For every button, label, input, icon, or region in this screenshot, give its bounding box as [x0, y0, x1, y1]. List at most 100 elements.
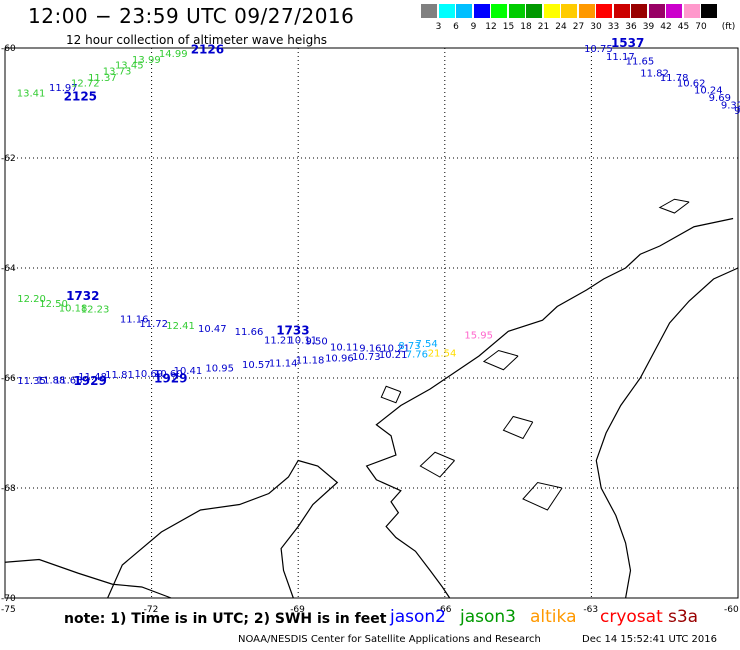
colorbar-swatch: [683, 4, 701, 18]
wave-height-value: 10.24: [694, 86, 723, 97]
wave-height-value: 10.75: [584, 44, 613, 55]
lon-tick-label: -66: [437, 605, 452, 615]
colorbar-tick-label: 3: [435, 22, 442, 32]
colorbar-swatch: [613, 4, 631, 18]
wave-height-value: 11.81: [105, 370, 134, 381]
wave-height-value: 12.41: [166, 321, 195, 332]
lat-tick-label: -68: [1, 484, 16, 494]
colorbar-tick-label: 70: [695, 22, 707, 32]
coastline-peninsula: [365, 217, 734, 599]
wave-height-value: 11.82: [640, 69, 669, 80]
wave-height-value: 10.21: [379, 350, 408, 361]
wave-height-value: 7.54: [415, 339, 437, 350]
track-time-label: 1733: [276, 324, 309, 338]
track-time-label: 2126: [191, 43, 224, 57]
coastline-southwest: [4, 558, 172, 599]
wave-height-value: 13.99: [132, 55, 161, 66]
lon-tick-label: -60: [724, 605, 739, 615]
wave-height-value: 10.69: [134, 369, 163, 380]
wave-height-value: 9.16: [359, 344, 381, 355]
wave-height-value: 11.35: [17, 376, 46, 387]
credit-line: NOAA/NESDIS Center for Satellite Applica…: [238, 634, 541, 645]
colorbar-unit: (ft): [721, 22, 736, 32]
wave-height-value: 9.69: [709, 93, 731, 104]
wave-height-value: 10.96: [325, 354, 354, 365]
track-time-label: 1929: [154, 371, 187, 385]
colorbar-swatch: [491, 4, 508, 18]
wave-height-value: 14.99: [159, 49, 188, 60]
lon-tick-label: -75: [1, 605, 16, 615]
colorbar-swatch: [508, 4, 526, 18]
wave-height-value: 11.72: [139, 319, 168, 330]
coastline-island: [482, 349, 519, 371]
wave-height-value: 10.11: [330, 343, 359, 354]
colorbar-tick-label: 15: [502, 22, 515, 32]
wave-height-value: 8.73: [398, 341, 420, 352]
colorbar-swatch: [421, 4, 438, 18]
colorbar-swatch: [631, 4, 648, 18]
wave-height-value: 10.21: [381, 344, 410, 355]
colorbar-tick-label: 36: [625, 22, 637, 32]
colorbar-tick-label: 24: [555, 22, 567, 32]
colorbar-tick-label: 33: [607, 22, 620, 32]
wave-height-value: 9.50: [306, 336, 328, 347]
wave-height-value: 10.47: [198, 324, 227, 335]
colorbar-tick-label: 39: [642, 22, 655, 32]
colorbar-swatch: [648, 4, 666, 18]
colorbar-tick-label: 6: [453, 22, 459, 32]
wave-height-value: 11.97: [49, 83, 78, 94]
wave-height-value: 15.95: [464, 330, 493, 341]
wave-height-value: 11.17: [606, 52, 635, 63]
colorbar-swatch: [438, 4, 456, 18]
coastline-island: [522, 481, 563, 511]
coastline-east-peninsula: [595, 267, 739, 599]
coastline-alexander-island: [107, 459, 339, 599]
colorbar-tick-label: 12: [485, 22, 497, 32]
legend-jason2: jason2: [390, 607, 446, 627]
wave-height-value: 13.73: [103, 66, 132, 77]
track-time-label: 1732: [66, 289, 99, 303]
wave-height-value: 10.62: [677, 79, 706, 90]
colorbar-tick-label: 42: [660, 22, 672, 32]
lat-tick-label: -60: [1, 44, 16, 54]
colorbar-swatch: [666, 4, 683, 18]
wave-height-value: 11.68: [54, 376, 83, 387]
wave-height-value: 10.18: [59, 303, 88, 314]
legend-jason3: jason3: [460, 607, 516, 627]
colorbar-swatch: [578, 4, 596, 18]
wave-height-value: 11.88: [37, 376, 66, 387]
lat-tick-label: -62: [1, 154, 16, 164]
legend-altika: altika: [530, 607, 577, 627]
lat-tick-label: -70: [1, 594, 16, 604]
colorbar-swatch: [473, 4, 491, 18]
wave-height-value: 10.57: [242, 360, 271, 371]
lon-tick-label: -72: [144, 605, 159, 615]
lon-tick-label: -69: [290, 605, 305, 615]
wave-height-value: 9.65: [734, 106, 740, 117]
wave-height-value: 11.48: [78, 372, 107, 383]
colorbar-tick-label: 21: [537, 22, 550, 32]
wave-height-value: 21.54: [428, 349, 457, 360]
wave-height-value: 10.60: [154, 369, 183, 380]
colorbar-swatch: [456, 4, 473, 18]
colorbar-tick-label: 30: [590, 22, 602, 32]
coastline-island: [419, 451, 455, 478]
map-subtitle: 12 hour collection of altimeter wave hei…: [66, 33, 328, 47]
colorbar-tick-label: 45: [677, 22, 690, 32]
coastline-island: [380, 385, 402, 404]
footer-note: note: 1) Time is in UTC; 2) SWH is in fe…: [64, 611, 387, 627]
map-frame: [4, 47, 739, 599]
wave-height-value: 11.66: [235, 327, 264, 338]
track-time-label: 2125: [64, 89, 97, 103]
coastline-island: [502, 415, 534, 440]
coastline-island: [658, 198, 690, 214]
colorbar-swatch: [526, 4, 543, 18]
legend-s3a: s3a: [668, 607, 699, 627]
colorbar-swatch: [561, 4, 578, 18]
wave-height-value: 12.23: [81, 305, 110, 316]
colorbar-tick-label: 27: [572, 22, 585, 32]
lat-tick-label: -64: [1, 264, 16, 274]
wave-height-value: 12.50: [39, 299, 68, 310]
wave-height-value: 11.78: [660, 73, 689, 84]
colorbar-swatch: [596, 4, 613, 18]
